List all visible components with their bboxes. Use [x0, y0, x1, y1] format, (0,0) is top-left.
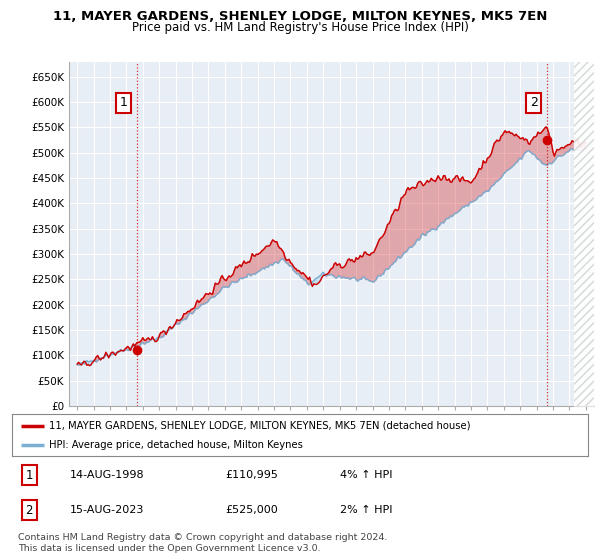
- Text: 2: 2: [26, 504, 33, 517]
- Text: 2: 2: [530, 96, 538, 109]
- Polygon shape: [574, 62, 594, 406]
- Text: 14-AUG-1998: 14-AUG-1998: [70, 470, 144, 480]
- Text: 4% ↑ HPI: 4% ↑ HPI: [340, 470, 393, 480]
- Text: £110,995: £110,995: [225, 470, 278, 480]
- Text: 2% ↑ HPI: 2% ↑ HPI: [340, 505, 393, 515]
- Text: 11, MAYER GARDENS, SHENLEY LODGE, MILTON KEYNES, MK5 7EN: 11, MAYER GARDENS, SHENLEY LODGE, MILTON…: [53, 10, 547, 23]
- Text: £525,000: £525,000: [225, 505, 278, 515]
- Text: Price paid vs. HM Land Registry's House Price Index (HPI): Price paid vs. HM Land Registry's House …: [131, 21, 469, 34]
- Text: 11, MAYER GARDENS, SHENLEY LODGE, MILTON KEYNES, MK5 7EN (detached house): 11, MAYER GARDENS, SHENLEY LODGE, MILTON…: [49, 421, 471, 431]
- Text: Contains HM Land Registry data © Crown copyright and database right 2024.
This d: Contains HM Land Registry data © Crown c…: [18, 533, 388, 553]
- Text: 1: 1: [119, 96, 127, 109]
- Text: HPI: Average price, detached house, Milton Keynes: HPI: Average price, detached house, Milt…: [49, 440, 304, 450]
- Text: 15-AUG-2023: 15-AUG-2023: [70, 505, 144, 515]
- Text: 1: 1: [26, 469, 33, 482]
